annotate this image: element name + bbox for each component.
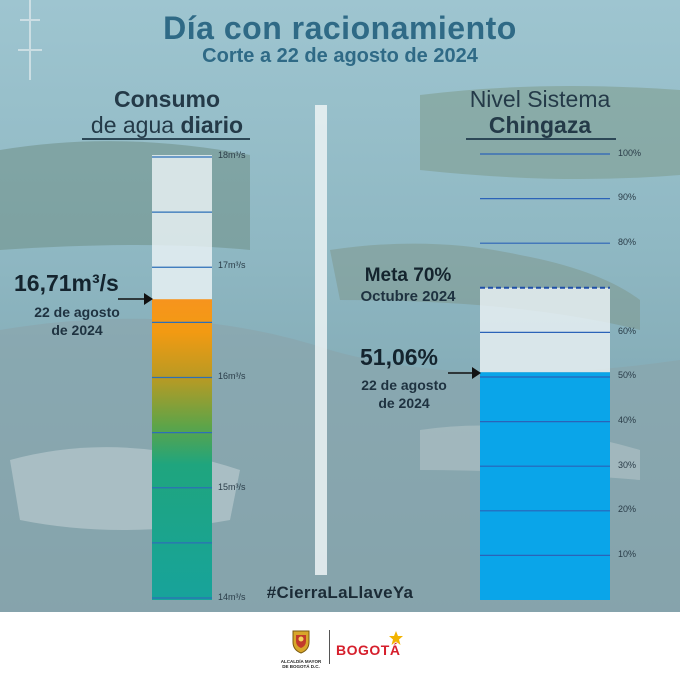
tick-10: 10% <box>618 549 637 559</box>
chingaza-date: 22 de agosto de 2024 <box>342 376 466 412</box>
tick-17: 17m³/s <box>218 260 246 270</box>
page-subtitle: Corte a 22 de agosto de 2024 <box>202 45 478 67</box>
chingaza-heading-divider <box>466 138 616 140</box>
chingaza-heading: Nivel Sistema Chingaza <box>452 86 628 138</box>
tick-90: 90% <box>618 192 637 202</box>
tick-80: 80% <box>618 237 637 247</box>
consumption-heading-line1: Consumo <box>113 86 221 112</box>
tick-60: 60% <box>618 326 637 336</box>
consumption-date-line1: 22 de agosto <box>34 304 120 320</box>
consumption-gauge <box>152 155 212 600</box>
consumption-heading-prefix: de agua <box>90 112 181 138</box>
chingaza-pointer-arrow <box>448 367 481 379</box>
consumption-heading-line2: de agua diario <box>82 112 252 138</box>
consumption-date-line2: de 2024 <box>51 322 103 338</box>
chingaza-heading-line1: Nivel Sistema <box>469 86 611 112</box>
footer: ALCALDÍA MAYOR DE BOGOTÁ D.C. BOGOTÁ <box>0 612 680 680</box>
tick-18: 18m³/s <box>218 150 246 160</box>
center-separator <box>315 105 327 575</box>
goal-label: Meta 70% Octubre 2024 <box>340 265 476 307</box>
tick-50: 50% <box>618 370 637 380</box>
consumption-gauge-fill <box>152 299 212 600</box>
hashtag: #CierraLaLlaveYa <box>266 583 414 602</box>
chingaza-gauge <box>480 153 610 600</box>
consumption-heading: Consumo de agua diario <box>82 86 252 138</box>
alcaldia-logo: ALCALDÍA MAYOR DE BOGOTÁ D.C. <box>280 628 322 669</box>
alcaldia-name-line1: ALCALDÍA MAYOR <box>280 659 322 664</box>
consumption-heading-divider <box>82 138 250 140</box>
consumption-date: 22 de agosto de 2024 <box>12 303 142 339</box>
star-icon <box>389 631 403 645</box>
tick-20: 20% <box>618 504 637 514</box>
goal-date: Octubre 2024 <box>360 288 456 305</box>
tick-30: 30% <box>618 460 637 470</box>
tick-16: 16m³/s <box>218 371 246 381</box>
chingaza-date-line1: 22 de agosto <box>361 377 447 393</box>
tick-14: 14m³/s <box>218 592 246 602</box>
chingaza-goal-band <box>480 287 610 373</box>
consumption-value: 16,71m³/s <box>14 270 119 296</box>
page-title: Día con racionamiento <box>163 10 517 46</box>
tick-100: 100% <box>618 148 642 158</box>
chingaza-level-fill <box>480 372 610 600</box>
coat-of-arms-icon <box>292 630 310 654</box>
footer-logo-divider <box>329 630 330 664</box>
bogota-brand: BOGOTÁ <box>336 642 401 658</box>
tick-15: 15m³/s <box>218 482 246 492</box>
chingaza-value: 51,06% <box>360 344 439 370</box>
chingaza-heading-line2: Chingaza <box>488 112 592 138</box>
tick-40: 40% <box>618 415 637 425</box>
chingaza-date-line2: de 2024 <box>378 395 430 411</box>
consumption-pointer-arrow <box>118 293 153 305</box>
goal-percent: Meta 70% <box>364 265 452 286</box>
consumption-heading-bold: diario <box>180 112 244 138</box>
alcaldia-name-line2: DE BOGOTÁ D.C. <box>282 664 320 669</box>
